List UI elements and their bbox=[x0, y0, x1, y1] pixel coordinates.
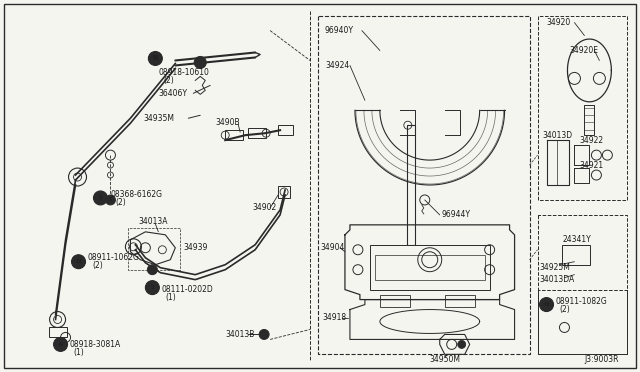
Text: 34904: 34904 bbox=[320, 243, 344, 252]
Bar bbox=[278, 186, 290, 198]
Text: 34013A: 34013A bbox=[138, 217, 168, 227]
Text: J3:9003R: J3:9003R bbox=[585, 355, 620, 364]
Text: 24341Y: 24341Y bbox=[563, 235, 591, 244]
Text: S: S bbox=[109, 198, 112, 202]
Circle shape bbox=[259, 330, 269, 339]
Text: N: N bbox=[545, 302, 548, 307]
Bar bbox=[225, 130, 243, 140]
Text: 34920E: 34920E bbox=[570, 46, 598, 55]
Text: (2): (2) bbox=[93, 261, 103, 270]
Bar bbox=[445, 295, 475, 307]
Text: (1): (1) bbox=[165, 293, 176, 302]
Circle shape bbox=[54, 337, 68, 352]
Circle shape bbox=[147, 265, 157, 275]
Circle shape bbox=[458, 340, 466, 349]
Text: 34939: 34939 bbox=[183, 243, 207, 252]
Text: 34922: 34922 bbox=[579, 136, 604, 145]
Text: 08918-3081A: 08918-3081A bbox=[70, 340, 121, 349]
Circle shape bbox=[148, 51, 163, 65]
Text: 34925M: 34925M bbox=[540, 263, 570, 272]
Circle shape bbox=[93, 191, 108, 205]
Text: 36406Y: 36406Y bbox=[158, 89, 188, 98]
Text: (2): (2) bbox=[115, 198, 126, 208]
Text: 08368-6162G: 08368-6162G bbox=[111, 190, 163, 199]
Text: N: N bbox=[76, 259, 81, 264]
Bar bbox=[563, 245, 591, 265]
Text: 34921: 34921 bbox=[579, 161, 604, 170]
Text: 34013D: 34013D bbox=[543, 131, 573, 140]
Text: S: S bbox=[150, 285, 154, 290]
Text: 08918-10610: 08918-10610 bbox=[158, 68, 209, 77]
Text: (1): (1) bbox=[74, 348, 84, 357]
Text: 08111-0202D: 08111-0202D bbox=[161, 285, 213, 294]
Bar bbox=[380, 295, 410, 307]
Circle shape bbox=[106, 195, 115, 205]
Text: 08911-1082G: 08911-1082G bbox=[556, 297, 607, 306]
Circle shape bbox=[540, 298, 554, 311]
Bar bbox=[584, 105, 595, 135]
Text: N: N bbox=[58, 342, 63, 347]
Bar bbox=[370, 245, 490, 290]
Circle shape bbox=[72, 255, 86, 269]
Circle shape bbox=[195, 57, 206, 68]
Bar bbox=[278, 125, 293, 135]
Text: 34013DA: 34013DA bbox=[540, 275, 575, 284]
Text: N: N bbox=[153, 55, 158, 61]
Text: 34013B: 34013B bbox=[225, 330, 255, 339]
Text: 96944Y: 96944Y bbox=[442, 211, 471, 219]
Bar bbox=[248, 128, 266, 138]
Text: 3490B: 3490B bbox=[215, 118, 240, 127]
Text: 34950M: 34950M bbox=[430, 355, 461, 364]
Text: (2): (2) bbox=[559, 305, 570, 314]
Bar bbox=[407, 125, 415, 245]
Text: 34918: 34918 bbox=[322, 313, 346, 322]
Bar bbox=[375, 255, 484, 280]
Text: 34924: 34924 bbox=[325, 61, 349, 70]
Text: S: S bbox=[99, 195, 102, 201]
Text: 08911-1062G: 08911-1062G bbox=[88, 253, 140, 262]
Text: 34920: 34920 bbox=[547, 18, 571, 27]
Text: 34902: 34902 bbox=[252, 203, 276, 212]
Text: (2): (2) bbox=[163, 76, 174, 85]
Circle shape bbox=[145, 280, 159, 295]
Bar bbox=[49, 327, 67, 337]
Text: 96940Y: 96940Y bbox=[325, 26, 354, 35]
Text: 34935M: 34935M bbox=[143, 114, 174, 123]
